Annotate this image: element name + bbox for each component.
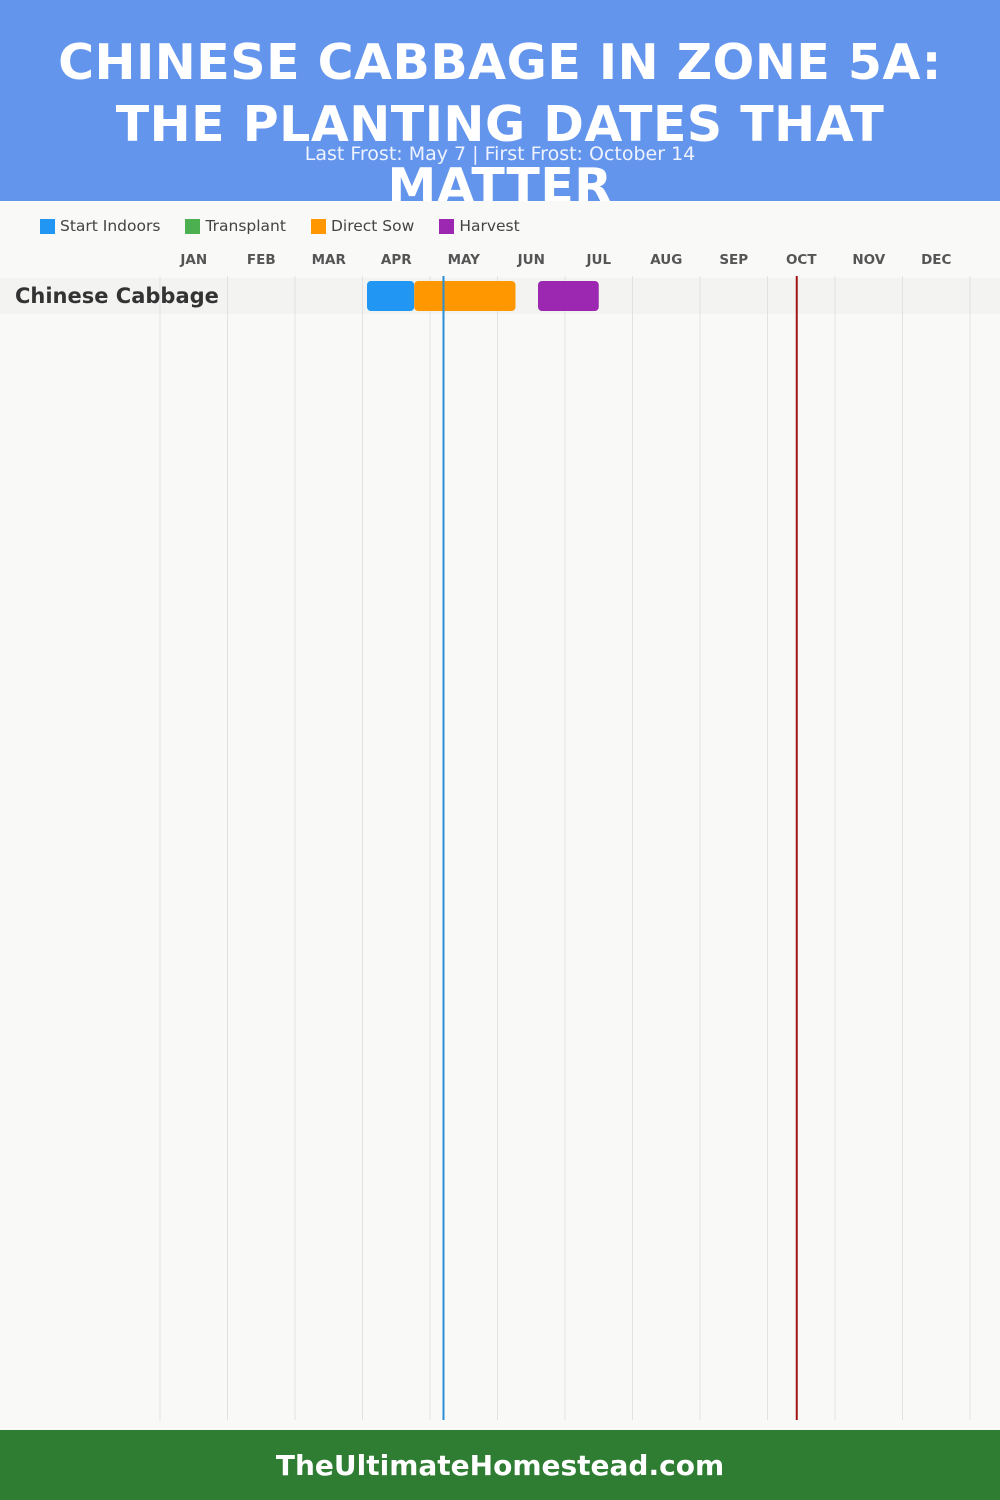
month-tick-label: NOV: [852, 252, 885, 268]
legend-swatch-start-indoors: [40, 218, 55, 234]
legend-item-start-indoors: Start Indoors: [40, 217, 160, 235]
legend-swatch-direct-sow: [310, 218, 326, 234]
month-tick-label: SEP: [719, 252, 748, 268]
planting-calendar-chart: JAN FEB MAR APR MAY JUN JUL AUG SEP OCT NOV DEC Chin…: [15, 252, 971, 1420]
month-tick-label: MAY: [448, 252, 481, 268]
month-tick-label: OCT: [786, 252, 817, 268]
month-tick-label: JAN: [179, 252, 207, 268]
month-tick-label: APR: [381, 252, 412, 268]
legend-swatch-harvest: [439, 218, 455, 234]
footer-banner: TheUltimateHomestead.com: [0, 1430, 1000, 1500]
footer-site-link[interactable]: TheUltimateHomestead.com: [275, 1448, 725, 1482]
start-indoors-bar: [367, 281, 415, 311]
month-tick-label: JUN: [517, 252, 545, 268]
month-tick-label: MAR: [312, 252, 347, 268]
month-tick-label: AUG: [650, 252, 682, 268]
harvest-bar: [538, 281, 599, 311]
crop-name-label: Chinese Cabbage: [15, 284, 219, 308]
legend-item-harvest: Harvest: [439, 217, 520, 235]
frost-dates-subtitle: Last Frost: May 7 | First Frost: October…: [304, 143, 696, 165]
chart-legend: Start Indoors Transplant Direct Sow Harv…: [40, 214, 545, 238]
legend-label-start-indoors: Start Indoors: [60, 217, 161, 235]
legend-label-transplant: Transplant: [205, 217, 286, 235]
month-tick-label: DEC: [921, 252, 951, 268]
legend-label-harvest: Harvest: [459, 217, 520, 235]
legend-label-direct-sow: Direct Sow: [330, 217, 415, 235]
header-banner: CHINESE CABBAGE IN ZONE 5A: THE PLANTING…: [0, 0, 1000, 201]
legend-item-direct-sow: Direct Sow: [310, 217, 415, 235]
direct-sow-bar: [414, 281, 516, 311]
legend-swatch-transplant: [185, 218, 201, 234]
page-title: CHINESE CABBAGE IN ZONE 5A: THE PLANTING…: [58, 34, 942, 201]
legend-item-transplant: Transplant: [185, 217, 286, 235]
month-tick-label: FEB: [247, 252, 276, 268]
month-tick-label: JUL: [585, 252, 611, 268]
